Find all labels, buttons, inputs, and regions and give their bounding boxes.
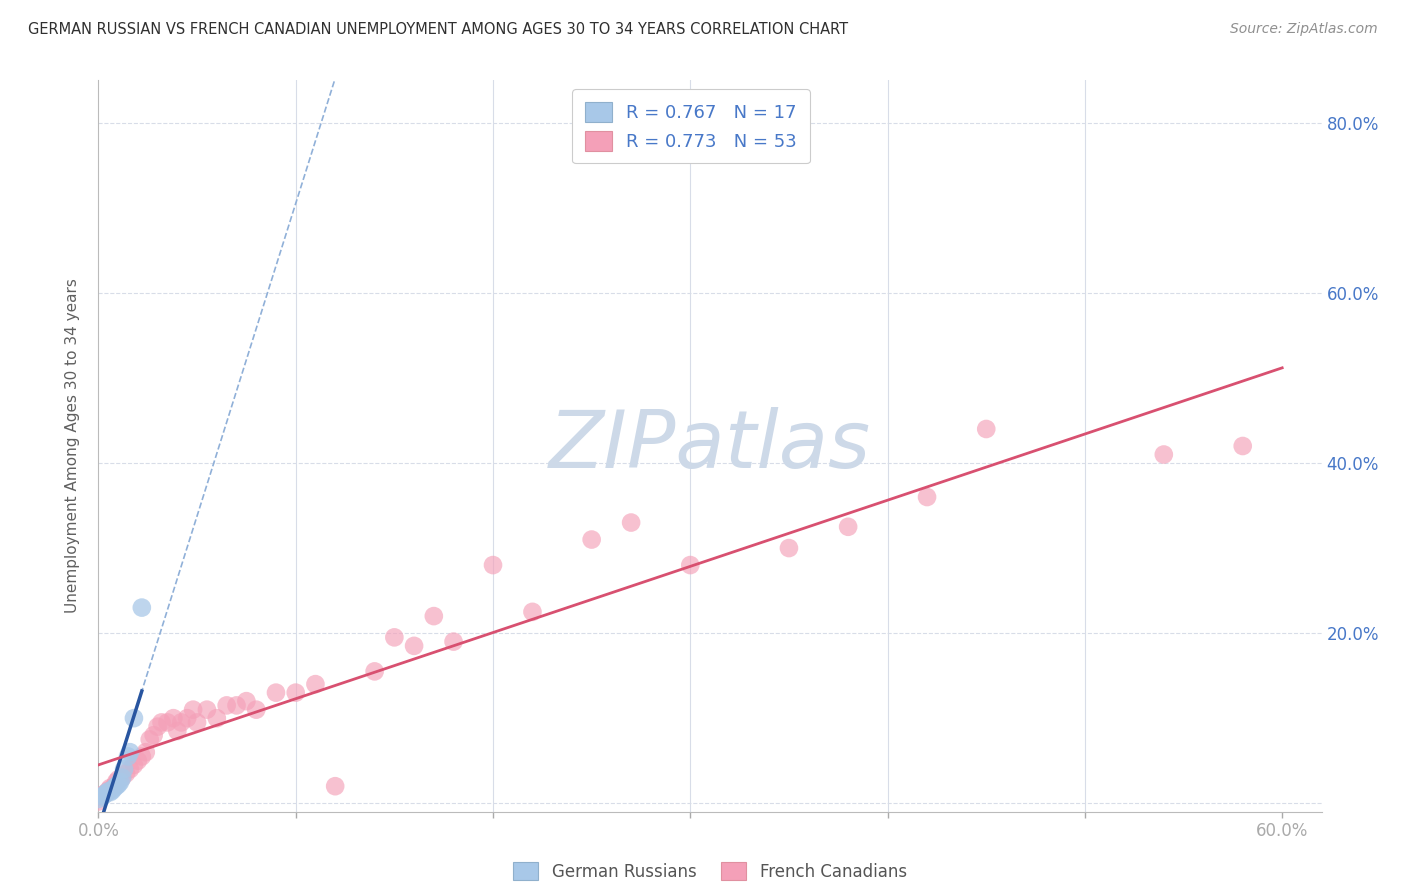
Point (118, 745, 141, 759)
Point (264, 686, 287, 700)
Point (522, 605, 544, 619)
Point (131, 600, 153, 615)
Point (162, 711, 184, 725)
Point (150, 715, 173, 730)
Point (156, 715, 179, 730)
Point (107, 772, 129, 787)
Point (115, 766, 138, 780)
Point (117, 749, 139, 764)
Point (105, 779, 128, 793)
Point (112, 762, 135, 776)
Point (107, 777, 129, 791)
Point (620, 516, 643, 530)
Text: Source: ZipAtlas.com: Source: ZipAtlas.com (1230, 22, 1378, 37)
Point (166, 723, 188, 738)
Point (195, 703, 218, 717)
Point (87, 795, 110, 809)
Point (225, 698, 247, 713)
Point (146, 720, 169, 734)
Point (482, 558, 505, 572)
Point (778, 541, 800, 555)
Point (245, 703, 267, 717)
Point (142, 728, 165, 742)
Point (235, 694, 257, 708)
Point (101, 783, 124, 797)
Point (103, 780, 125, 795)
Point (138, 732, 160, 747)
Point (170, 715, 193, 730)
Point (97, 783, 120, 797)
Point (443, 634, 465, 648)
Point (111, 771, 134, 785)
Point (103, 779, 125, 793)
Point (215, 698, 238, 713)
Point (118, 762, 141, 776)
Point (105, 775, 128, 789)
Point (304, 677, 326, 691)
Text: GERMAN RUSSIAN VS FRENCH CANADIAN UNEMPLOYMENT AMONG AGES 30 TO 34 YEARS CORRELA: GERMAN RUSSIAN VS FRENCH CANADIAN UNEMPL… (28, 22, 848, 37)
Point (1232, 439, 1254, 453)
Point (363, 665, 385, 679)
Point (131, 749, 153, 764)
Point (127, 754, 149, 768)
Point (974, 422, 997, 436)
Y-axis label: Unemployment Among Ages 30 to 34 years: Unemployment Among Ages 30 to 34 years (65, 278, 80, 614)
Point (87, 789, 110, 804)
Point (111, 771, 134, 785)
Point (837, 520, 859, 534)
Point (284, 686, 307, 700)
Point (122, 758, 145, 772)
Point (679, 558, 702, 572)
Point (135, 745, 157, 759)
Point (96, 786, 118, 800)
Point (423, 609, 446, 624)
Point (87, 792, 110, 806)
Point (1153, 448, 1175, 462)
Point (181, 703, 204, 717)
Point (108, 775, 131, 789)
Point (91, 789, 114, 804)
Point (205, 711, 228, 725)
Point (97, 784, 120, 798)
Point (122, 711, 145, 725)
Legend: German Russians, French Canadians: German Russians, French Canadians (506, 855, 914, 888)
Point (91, 788, 114, 802)
Point (93, 788, 115, 802)
Point (98, 780, 121, 795)
Point (98, 785, 121, 799)
Point (96, 786, 118, 800)
Point (581, 533, 603, 547)
Point (176, 711, 198, 725)
Point (404, 639, 426, 653)
Point (915, 490, 938, 504)
Text: ZIPatlas: ZIPatlas (548, 407, 872, 485)
Point (323, 779, 346, 793)
Point (382, 631, 405, 645)
Point (186, 715, 208, 730)
